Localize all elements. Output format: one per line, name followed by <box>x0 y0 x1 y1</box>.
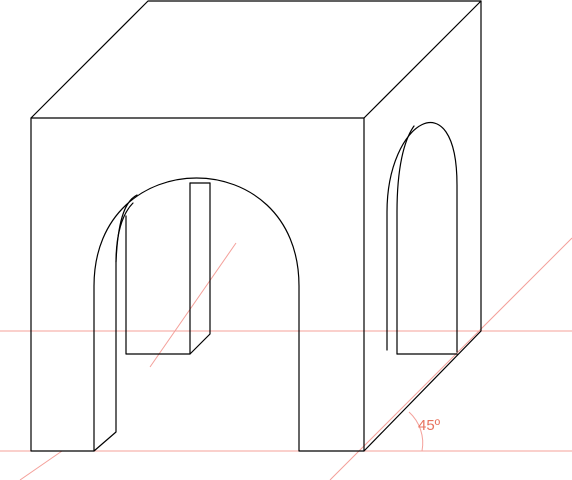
arch-intrados-depth <box>115 194 138 263</box>
top-face <box>30 0 482 119</box>
side-arch-depth <box>396 125 415 355</box>
diagonal-45-left-lower <box>19 450 63 480</box>
diagonal-45-right <box>329 237 572 480</box>
side-arch-opening <box>386 121 458 353</box>
right-face <box>363 0 482 452</box>
angle-arc-icon <box>408 411 424 452</box>
arch-cube <box>30 0 482 452</box>
arch-jamb-depth <box>93 202 134 452</box>
back-pillar-right-edge <box>189 182 211 355</box>
construction-lines <box>0 237 572 480</box>
back-pillar-left-edge <box>125 182 191 355</box>
front-face <box>30 117 365 452</box>
angle-label: 45º <box>418 417 441 434</box>
diagonal-45-left <box>149 242 237 368</box>
